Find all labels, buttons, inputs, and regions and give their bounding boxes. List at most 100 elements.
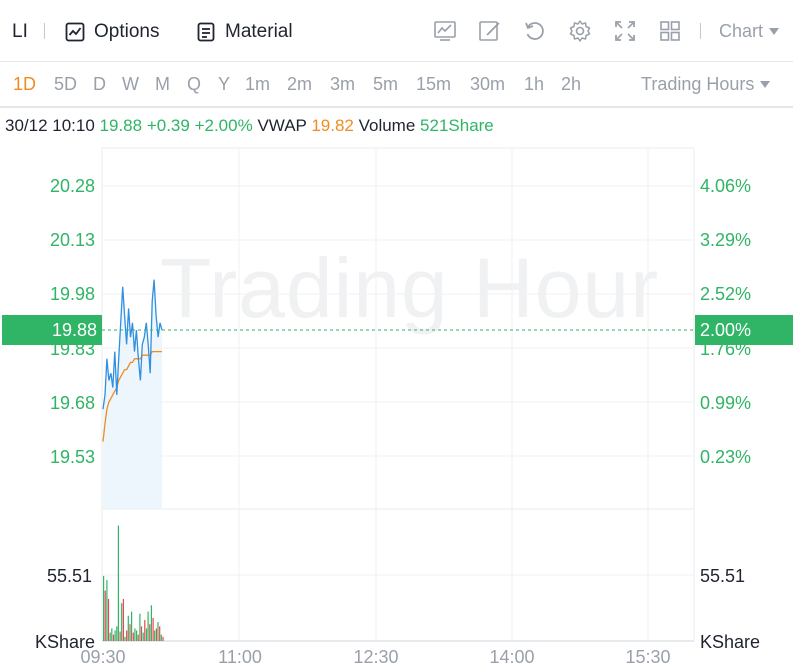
options-button[interactable]: Options <box>64 19 159 45</box>
volume-bar <box>149 624 151 641</box>
chart-grid <box>101 147 695 642</box>
settings-icon[interactable] <box>568 19 592 43</box>
quote-datetime: 30/12 10:10 <box>5 116 95 135</box>
volume-bar <box>139 613 141 641</box>
period-q[interactable]: Q <box>187 74 202 94</box>
time-tick: 15:30 <box>625 647 671 667</box>
volume-bar <box>157 622 159 641</box>
current-pct-tag: 2.00% <box>695 315 793 345</box>
volume-bar <box>104 590 106 641</box>
volume-bar <box>159 626 161 641</box>
volume-tick-left: 55.51 <box>47 566 93 586</box>
volume-bar <box>111 628 113 641</box>
quote-price: 19.88 <box>99 116 143 135</box>
period-15m[interactable]: 15m <box>416 74 452 94</box>
quote-change: +0.39 <box>146 116 190 135</box>
volume-tick-right: 55.51 <box>700 566 746 586</box>
trading-hours-dropdown[interactable]: Trading Hours <box>641 74 771 95</box>
volume-bar <box>145 628 148 641</box>
chevron-down-icon <box>769 28 780 35</box>
period-bar: 1D 5D D W M Q Y 1m 2m 3m 5m 15m 30m 1h 2… <box>0 62 793 108</box>
pct-tick: 2.52% <box>700 284 752 304</box>
refresh-icon[interactable] <box>523 19 547 43</box>
volume-bar <box>114 630 116 641</box>
chevron-down-icon <box>760 81 771 88</box>
quote-info-line: 30/12 10:10 19.88 +0.39 +2.00% VWAP 19.8… <box>5 116 494 136</box>
indicator-icon[interactable] <box>433 19 457 43</box>
chart-type-label: Chart <box>719 21 764 41</box>
period-1h[interactable]: 1h <box>524 74 545 94</box>
volume-bar <box>155 628 157 641</box>
volume-bar <box>106 580 108 641</box>
time-tick: 14:00 <box>489 647 535 667</box>
pct-tick: 4.06% <box>700 176 752 196</box>
period-5m[interactable]: 5m <box>373 74 399 94</box>
volume-bar <box>119 631 121 641</box>
trading-hours-label: Trading Hours <box>641 74 755 94</box>
price-line <box>102 279 163 410</box>
period-5d[interactable]: 5D <box>54 74 78 94</box>
price-tick: 19.98 <box>49 284 95 304</box>
volume-bar <box>116 626 118 641</box>
period-2m[interactable]: 2m <box>287 74 313 94</box>
volume-unit-left: KShare <box>35 632 96 652</box>
vwap-line <box>102 350 162 442</box>
volume-bar <box>126 630 128 641</box>
volume-bar <box>160 634 162 641</box>
volume-bar <box>132 632 134 641</box>
volume-bar <box>103 575 105 641</box>
fullscreen-icon[interactable] <box>613 19 637 43</box>
current-price-tag: 19.88 <box>2 315 102 345</box>
period-1d[interactable]: 1D <box>13 74 37 94</box>
period-d[interactable]: D <box>93 74 106 94</box>
volume-bar <box>152 617 154 641</box>
price-tick: 19.68 <box>49 393 95 413</box>
top-toolbar: LI Options Material Chart <box>0 0 793 62</box>
options-chart-icon <box>64 21 86 43</box>
period-y[interactable]: Y <box>218 74 231 94</box>
volume-bars <box>103 525 164 641</box>
pct-tick: 0.23% <box>700 447 752 467</box>
vwap-label: VWAP <box>257 116 307 135</box>
toolbar-divider <box>700 23 701 39</box>
volume-bar <box>144 620 146 641</box>
draw-icon[interactable] <box>478 19 502 43</box>
time-tick: 12:30 <box>353 647 399 667</box>
volume-bar <box>112 634 115 641</box>
volume-bar <box>134 628 136 641</box>
options-label: Options <box>94 21 160 42</box>
period-30m[interactable]: 30m <box>470 74 506 94</box>
volume-bar <box>117 525 119 641</box>
time-tick: 11:00 <box>218 647 262 667</box>
volume-bar <box>122 599 124 641</box>
pct-tick: 3.29% <box>700 230 752 250</box>
volume-bar <box>131 611 133 641</box>
volume-bar <box>124 636 126 641</box>
price-area-fill <box>103 279 162 509</box>
ticker-symbol[interactable]: LI <box>12 19 28 45</box>
volume-bar <box>129 624 131 641</box>
volume-bar <box>154 630 156 641</box>
layout-icon[interactable] <box>658 19 682 43</box>
volume-bar <box>150 605 152 641</box>
volume-bar <box>147 611 149 641</box>
material-button[interactable]: Material <box>195 19 293 45</box>
period-3m[interactable]: 3m <box>330 74 356 94</box>
volume-bar <box>137 634 139 641</box>
period-w[interactable]: W <box>122 74 139 94</box>
time-tick: 09:30 <box>80 647 126 667</box>
vwap-value: 19.82 <box>311 116 354 135</box>
volume-unit-right: KShare <box>700 632 761 652</box>
period-2h[interactable]: 2h <box>561 74 582 94</box>
price-tick: 19.53 <box>49 447 95 467</box>
period-1m[interactable]: 1m <box>245 74 271 94</box>
chart-type-dropdown[interactable]: Chart <box>719 21 780 42</box>
volume-bar <box>142 632 144 641</box>
period-m[interactable]: M <box>155 74 170 94</box>
volume-bar <box>107 599 110 641</box>
volume-label: Volume <box>358 116 416 135</box>
price-tick: 20.28 <box>49 176 95 196</box>
ticker-label: LI <box>12 21 28 42</box>
volume-bar <box>127 615 129 641</box>
